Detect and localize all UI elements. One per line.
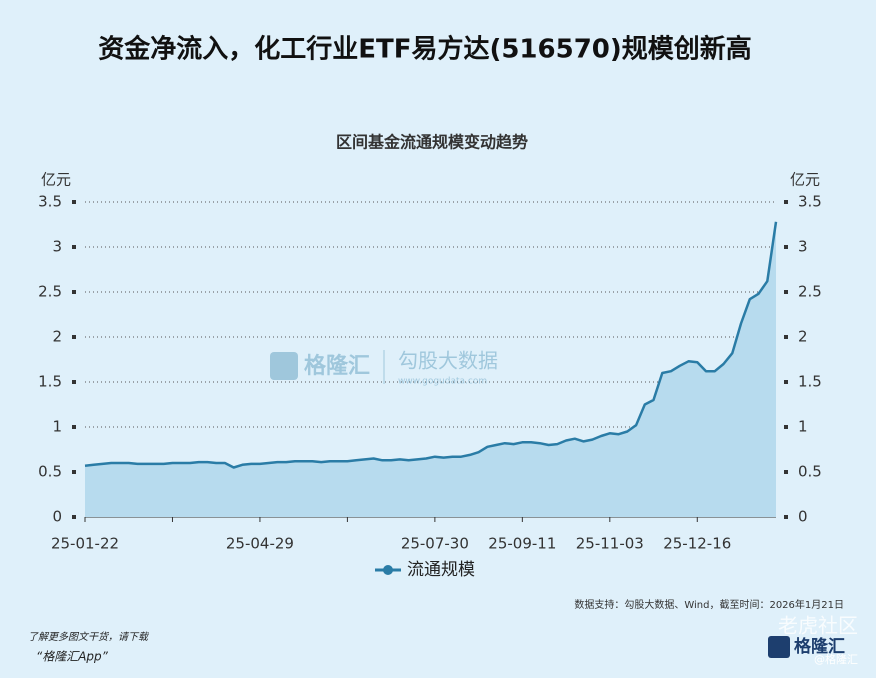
headline: 资金净流入，化工行业ETF易方达(516570)规模创新高	[98, 34, 752, 65]
y2-tick-label: 3	[798, 238, 808, 256]
logo: 格隆汇	[794, 636, 845, 657]
y-tick-label: 2	[52, 328, 62, 346]
watermark-data: 勾股大数据	[398, 349, 498, 373]
area	[85, 221, 776, 518]
corner-mark: 老虎社区	[778, 614, 858, 638]
logo-icon	[768, 636, 790, 658]
y2-tick-label: 2.5	[798, 283, 822, 301]
x-tick-label: 25-12-16	[663, 535, 731, 553]
legend-marker	[383, 565, 393, 575]
y-tick-label: 2.5	[38, 283, 62, 301]
y-axis-unit: 亿元	[41, 171, 71, 189]
promo-app: “格隆汇App”	[36, 650, 109, 664]
y-tick-label: 3	[52, 238, 62, 256]
legend-label: 流通规模	[407, 560, 475, 580]
y-tick	[72, 290, 76, 294]
y-tick	[72, 200, 76, 204]
x-tick-label: 25-04-29	[226, 535, 294, 553]
y2-tick	[784, 245, 788, 249]
x-tick-label: 25-07-30	[401, 535, 469, 553]
y2-tick	[784, 380, 788, 384]
y2-tick-label: 0	[798, 508, 808, 526]
watermark-url: www.gogudata.com	[398, 377, 487, 387]
x-tick-label: 25-01-22	[51, 535, 119, 553]
promo-line: 了解更多图文干货，请下载	[28, 631, 150, 643]
y-tick	[72, 335, 76, 339]
chart-title: 区间基金流通规模变动趋势	[336, 133, 528, 152]
y-tick	[72, 245, 76, 249]
y2-tick-label: 3.5	[798, 193, 822, 211]
y-tick	[72, 425, 76, 429]
watermark-icon	[270, 352, 298, 380]
line	[84, 221, 778, 469]
watermark: 格隆汇 勾股大数据 www.gogudata.com	[270, 349, 498, 387]
y2-tick	[784, 290, 788, 294]
y2-axis-unit: 亿元	[790, 171, 820, 189]
source-note: 数据支持：勾股大数据、Wind，截至时间：2026年1月21日	[574, 598, 844, 611]
y-tick-label: 0	[52, 508, 62, 526]
y-tick-label: 1	[52, 418, 62, 436]
x-tick-label: 25-09-11	[488, 535, 556, 553]
y-tick	[72, 380, 76, 384]
y-tick-label: 3.5	[38, 193, 62, 211]
y2-tick-label: 1.5	[798, 373, 822, 391]
corner-handle: @格隆汇	[814, 652, 858, 666]
y2-tick	[784, 335, 788, 339]
y2-tick-label: 2	[798, 328, 808, 346]
x-tick-label: 25-11-03	[576, 535, 644, 553]
y2-tick	[784, 515, 788, 519]
y2-tick-label: 0.5	[798, 463, 822, 481]
y2-tick	[784, 425, 788, 429]
watermark-brand: 格隆汇	[304, 353, 370, 379]
y-tick	[72, 470, 76, 474]
y2-tick	[784, 200, 788, 204]
y2-tick-label: 1	[798, 418, 808, 436]
y-tick-label: 0.5	[38, 463, 62, 481]
y2-tick	[784, 470, 788, 474]
y-tick-label: 1.5	[38, 373, 62, 391]
y-tick	[72, 515, 76, 519]
